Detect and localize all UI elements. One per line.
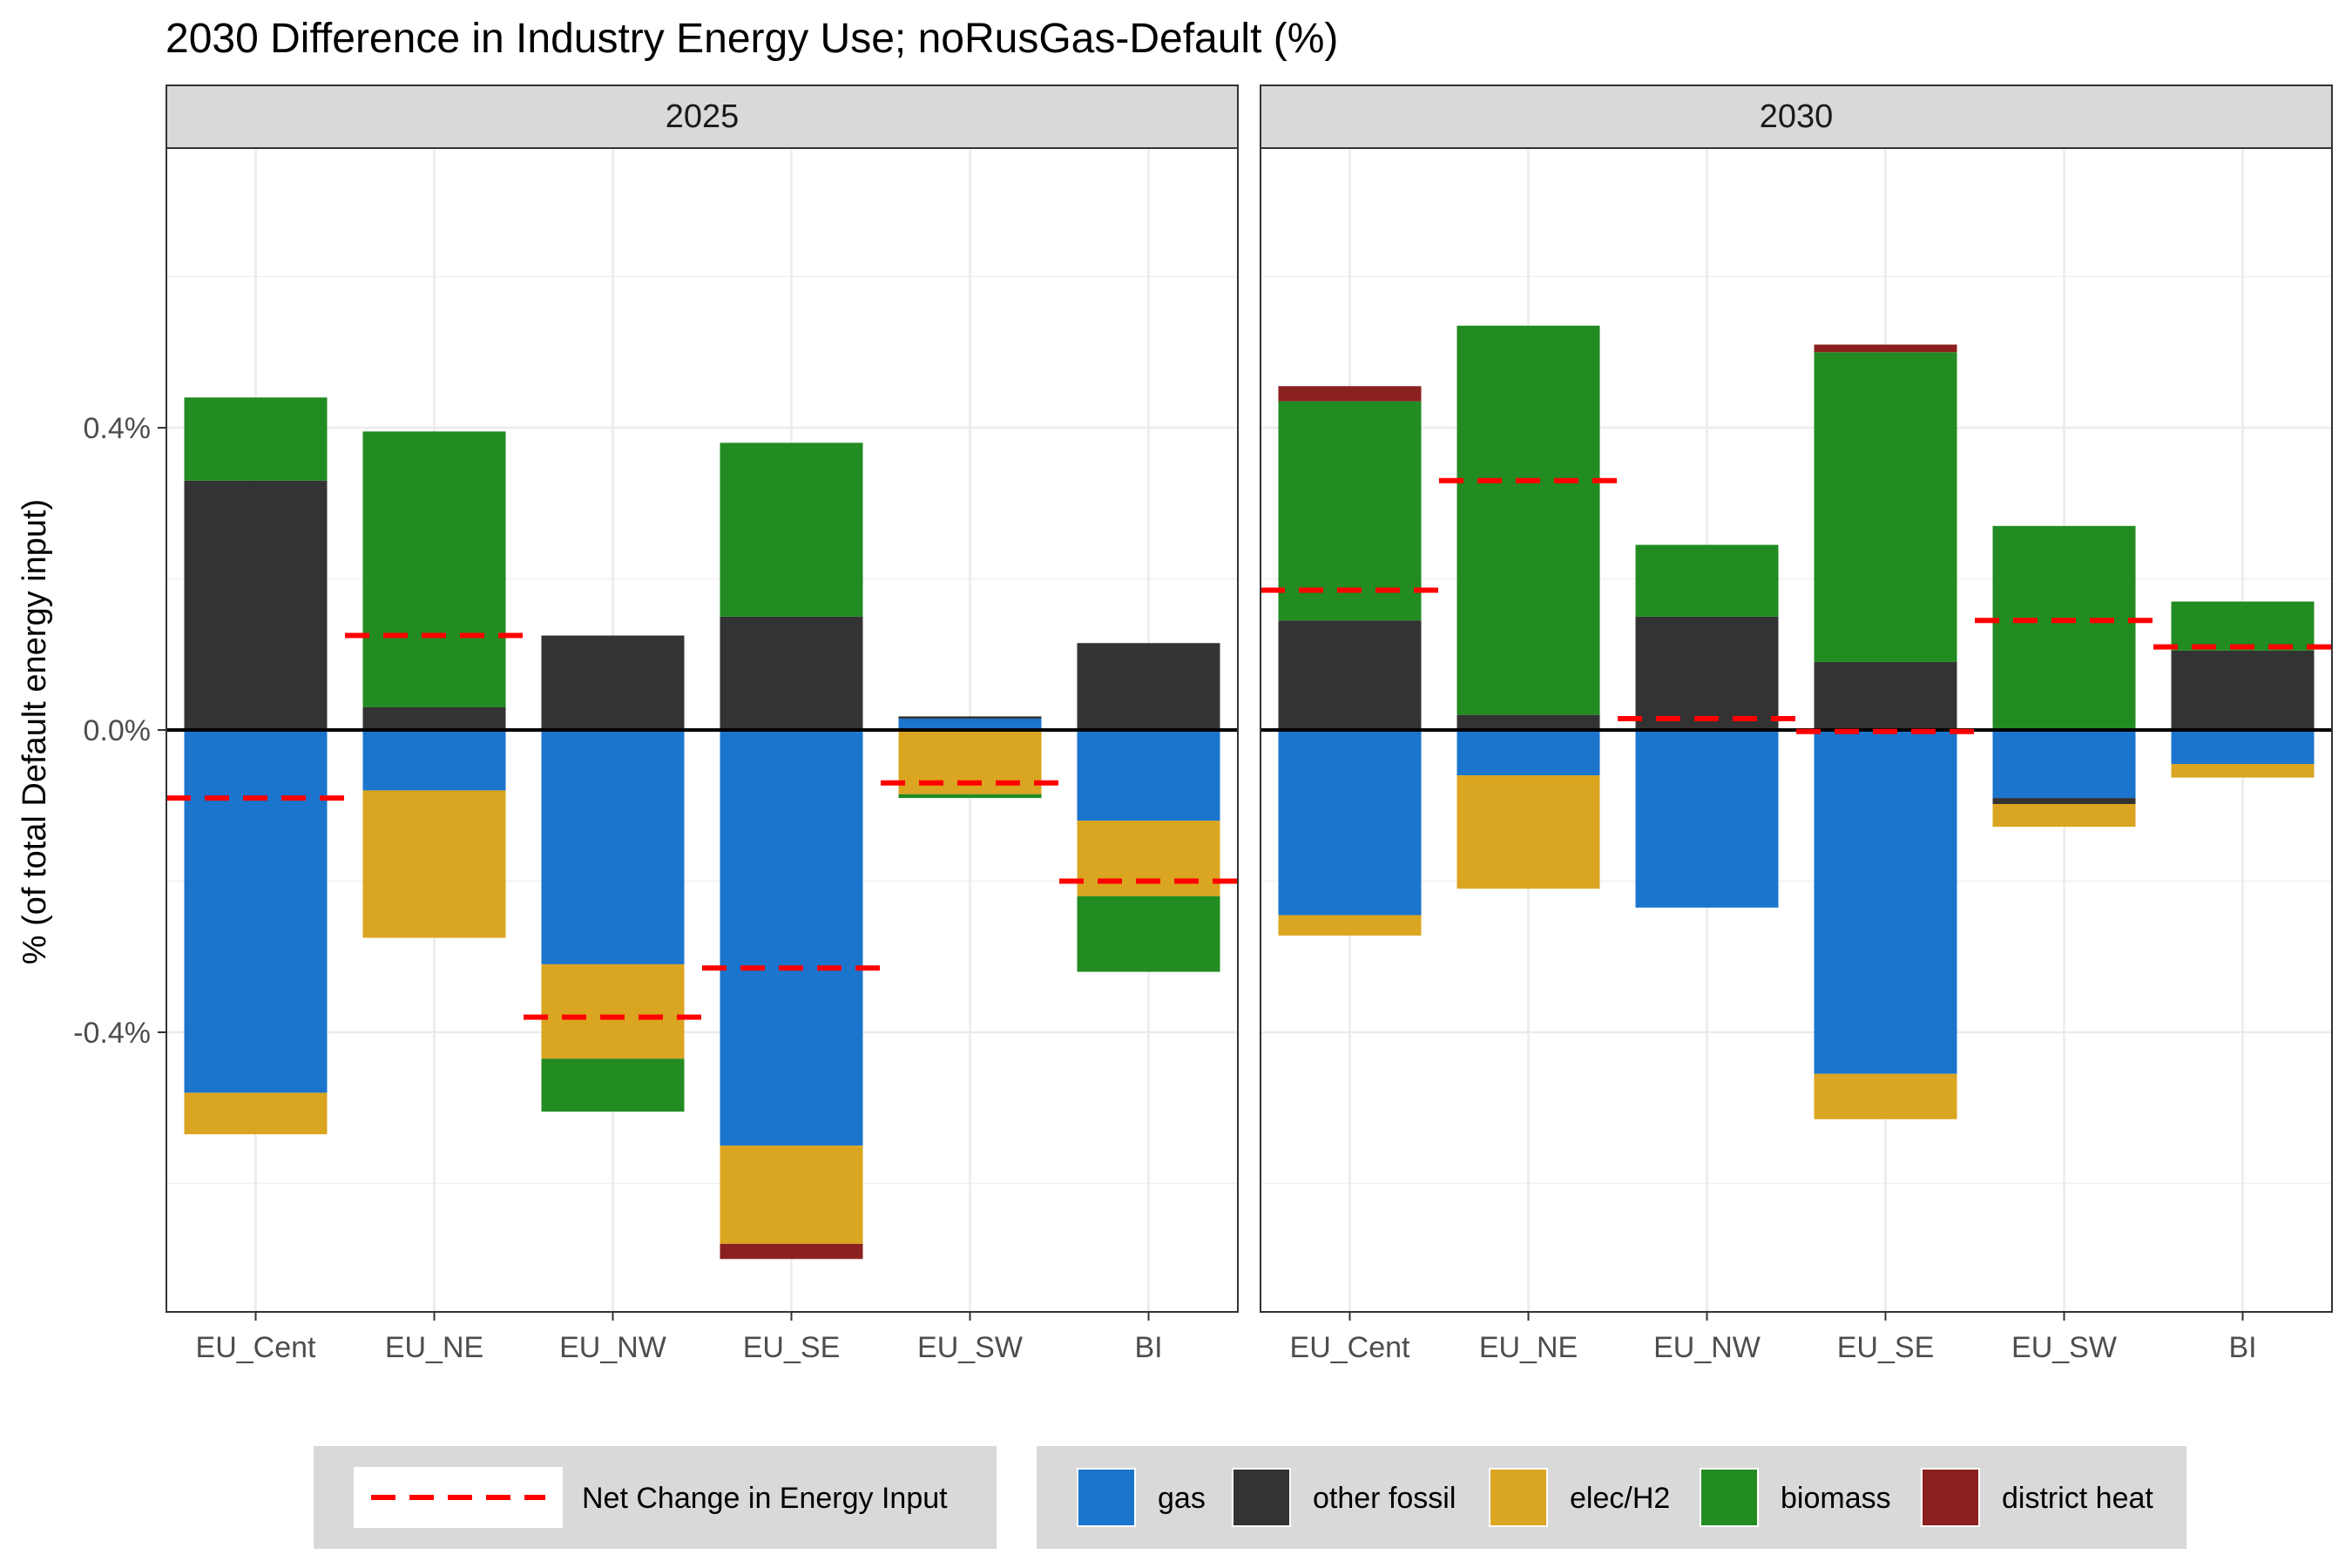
x-tick-label: EU_SE — [1837, 1331, 1935, 1364]
bar-biomass-BI — [2171, 601, 2315, 651]
bar-biomass-EU_SW — [1992, 525, 2136, 730]
bar-elec-H2-EU_NW — [541, 963, 685, 1059]
bar-other-fossil-EU_NW — [1635, 616, 1779, 730]
facet-strip — [166, 84, 1239, 149]
x-tick-label: EU_SW — [2011, 1331, 2117, 1364]
bar-elec-H2-BI — [1077, 821, 1220, 896]
bar-district-heat-EU_SE — [1814, 344, 1957, 353]
bar-other-fossil-EU_SE — [1814, 661, 1957, 730]
bar-other-fossil-EU_Cent — [1278, 620, 1422, 730]
bar-elec-H2-EU_NE — [362, 790, 506, 938]
x-tick-label: EU_NE — [1479, 1331, 1578, 1364]
bar-other-fossil-EU_Cent — [184, 480, 328, 730]
panel-2030: 2030 EU_Cent EU_NE EU_NW EU_SE EU_SW BI — [1260, 84, 2333, 1364]
bar-other-fossil-EU_NE — [1456, 714, 1600, 730]
bar-biomass-EU_NW — [1635, 544, 1779, 617]
bar-elec-H2-EU_SE — [720, 1146, 863, 1244]
bar-gas-BI — [2171, 730, 2315, 765]
bar-other-fossil-EU_SE — [720, 616, 863, 730]
bar-other-fossil-BI — [1077, 643, 1220, 730]
y-axis-title: % (of total Default energy input) — [17, 499, 53, 964]
legend-label-biomass: biomass — [1781, 1482, 1891, 1515]
bar-other-fossil-EU_NE — [362, 706, 506, 730]
legend-key-biomass — [1700, 1468, 1759, 1527]
x-tick-label: BI — [2228, 1331, 2256, 1364]
bar-gas-BI — [1077, 730, 1220, 821]
bar-elec-H2-BI — [2171, 764, 2315, 778]
x-tick-label: EU_SE — [743, 1331, 841, 1364]
panel-border — [1260, 147, 2333, 1313]
bar-district-heat-EU_SE — [720, 1243, 863, 1260]
bar-gas-EU_SE — [1814, 730, 1957, 1074]
legend-key-elec-H2 — [1489, 1468, 1548, 1527]
bar-gas-EU_NW — [1635, 730, 1779, 908]
x-tick-label: EU_NE — [385, 1331, 483, 1364]
panel-2025: 2025 EU_Cent EU_NE EU_NW EU_SE EU_SW BI -0.4% 0.… — [73, 84, 1239, 1364]
bar-biomass-EU_SE — [1814, 352, 1957, 662]
bar-elec-H2-EU_SE — [1814, 1073, 1957, 1119]
legend-label-gas: gas — [1158, 1482, 1206, 1515]
bar-gas-EU_SW — [898, 718, 1042, 730]
bar-elec-H2-EU_SW — [1992, 804, 2136, 828]
legend-key-gas — [1077, 1468, 1136, 1527]
x-tick-label: EU_Cent — [1290, 1331, 1411, 1364]
bar-gas-EU_SW — [1992, 730, 2136, 799]
chart-title: 2030 Difference in Industry Energy Use; … — [166, 16, 1338, 62]
bar-other-fossil-EU_SW — [898, 716, 1042, 719]
legend-key-district-heat — [1921, 1468, 1980, 1527]
y-tick-label: 0.4% — [84, 412, 152, 445]
legend-net-label: Net Change in Energy Input — [582, 1482, 948, 1515]
bar-biomass-EU_NE — [362, 431, 506, 707]
bar-gas-EU_NE — [1456, 730, 1600, 776]
bar-other-fossil-EU_SW — [1992, 798, 2136, 805]
bar-biomass-BI — [1077, 896, 1220, 972]
legend-label-elec-H2: elec/H2 — [1570, 1482, 1670, 1515]
bar-biomass-EU_NW — [541, 1058, 685, 1112]
x-tick-label: EU_NW — [559, 1331, 666, 1364]
x-tick-label: EU_NW — [1653, 1331, 1761, 1364]
bar-biomass-EU_SW — [898, 794, 1042, 799]
bar-gas-EU_Cent — [1278, 730, 1422, 916]
facet-label: 2030 — [1760, 98, 1834, 135]
y-tick-label: -0.4% — [73, 1017, 151, 1050]
legend-label-other-fossil: other fossil — [1313, 1482, 1456, 1515]
legend: Net Change in Energy Input gas other fossi… — [314, 1446, 2186, 1549]
panels: 2025 EU_Cent EU_NE EU_NW EU_SE EU_SW BI -0.4% 0.… — [73, 84, 2333, 1364]
bar-biomass-EU_Cent — [184, 397, 328, 481]
bar-biomass-EU_NE — [1456, 325, 1600, 715]
bar-gas-EU_SE — [720, 730, 863, 1146]
legend-fill-box — [1037, 1446, 2186, 1549]
bar-biomass-EU_SE — [720, 443, 863, 617]
bar-gas-EU_Cent — [184, 730, 328, 1093]
legend-key-other-fossil — [1232, 1468, 1291, 1527]
bar-other-fossil-BI — [2171, 650, 2315, 730]
x-tick-label: EU_SW — [917, 1331, 1023, 1364]
facet-label: 2025 — [666, 98, 740, 135]
facet-strip — [1260, 84, 2333, 149]
bar-district-heat-EU_Cent — [1278, 386, 1422, 402]
x-tick-label: EU_Cent — [196, 1331, 317, 1364]
bar-elec-H2-EU_NE — [1456, 775, 1600, 889]
bar-gas-EU_NE — [362, 730, 506, 791]
bar-other-fossil-EU_NW — [541, 635, 685, 730]
bar-gas-EU_NW — [541, 730, 685, 964]
legend-label-district-heat: district heat — [2002, 1482, 2153, 1515]
bar-biomass-EU_Cent — [1278, 401, 1422, 621]
bar-elec-H2-EU_Cent — [1278, 915, 1422, 936]
x-tick-label: BI — [1134, 1331, 1162, 1364]
y-tick-label: 0.0% — [84, 714, 152, 747]
bar-elec-H2-EU_Cent — [184, 1092, 328, 1135]
